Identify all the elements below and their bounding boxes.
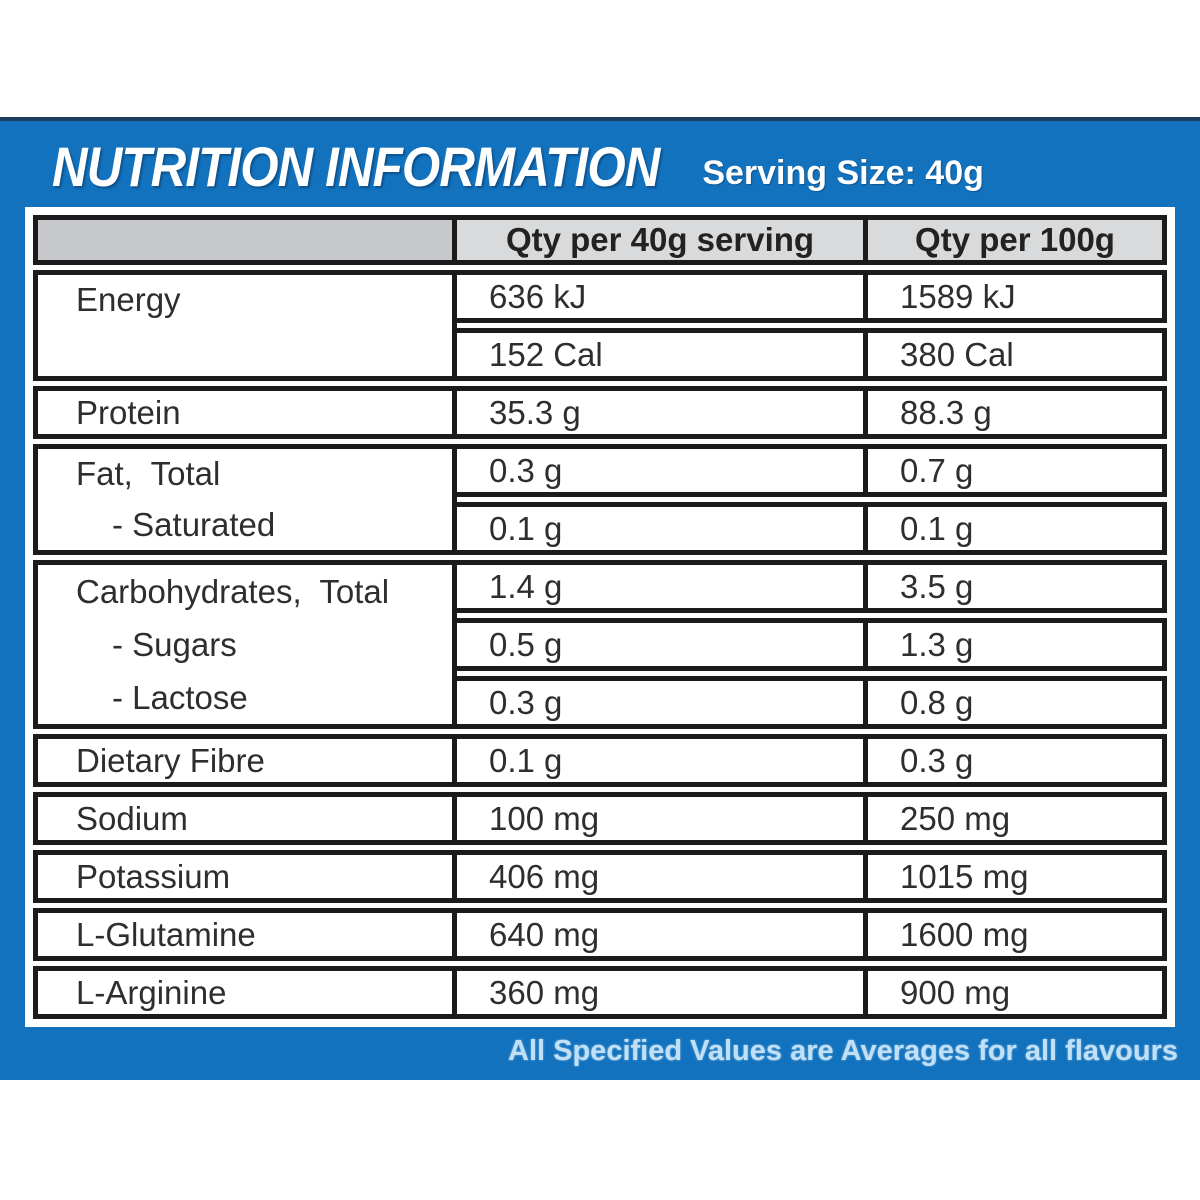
value-100g-cell: 88.3 g	[868, 386, 1167, 439]
value-100g-cell: 0.8 g	[868, 676, 1167, 729]
row-label: Potassium	[76, 857, 231, 895]
value-40g-cell: 636 kJ	[457, 270, 868, 323]
value-40g-cell: 0.1 g	[457, 734, 868, 787]
header-empty-cell	[33, 215, 457, 265]
column-header: Qty per 40g serving	[457, 215, 868, 265]
row-label: L-Glutamine	[76, 915, 256, 953]
row-label: - Sugars	[112, 625, 237, 663]
column-header: Qty per 100g	[868, 215, 1167, 265]
value-100g-cell: 380 Cal	[868, 328, 1167, 381]
serving-size-label: Serving Size: 40g	[702, 154, 984, 192]
value-100g-cell: 0.3 g	[868, 734, 1167, 787]
value-40g-cell: 100 mg	[457, 792, 868, 845]
value-40g-cell: 640 mg	[457, 908, 868, 961]
row-label-cell: Sodium	[33, 792, 457, 845]
value-40g-cell: 406 mg	[457, 850, 868, 903]
row-label-cell: L-Glutamine	[33, 908, 457, 961]
nutrition-table-wrapper: Qty per 40g serving Qty per 100g Energy 636…	[25, 207, 1175, 1027]
footnote-text: All Specified Values are Averages for al…	[508, 1035, 1178, 1067]
row-label: - Lactose	[112, 678, 248, 716]
row-label: Dietary Fibre	[76, 741, 265, 779]
value-40g-cell: 0.1 g	[457, 502, 868, 555]
row-label	[38, 326, 452, 377]
row-label: Carbohydrates, Total	[76, 572, 390, 610]
value-40g-cell: 0.5 g	[457, 618, 868, 671]
panel-titlebar: NUTRITION INFORMATION Serving Size: 40g	[0, 121, 1200, 205]
row-label-cell: Dietary Fibre	[33, 734, 457, 787]
value-40g-cell: 0.3 g	[457, 676, 868, 729]
row-label-cell: Fat, Total - Saturated	[33, 444, 457, 555]
row-label: Fat, Total	[76, 455, 221, 493]
value-100g-cell: 250 mg	[868, 792, 1167, 845]
nutrition-panel: NUTRITION INFORMATION Serving Size: 40g …	[0, 117, 1200, 1080]
value-100g-cell: 0.1 g	[868, 502, 1167, 555]
row-label-cell: Energy	[33, 270, 457, 381]
value-40g-cell: 152 Cal	[457, 328, 868, 381]
row-label-cell: L-Arginine	[33, 966, 457, 1019]
nutrition-table: Qty per 40g serving Qty per 100g Energy 636…	[33, 215, 1167, 1019]
row-label: Sodium	[76, 799, 188, 837]
panel-title: NUTRITION INFORMATION	[52, 135, 660, 198]
row-label-cell: Potassium	[33, 850, 457, 903]
value-40g-cell: 360 mg	[457, 966, 868, 1019]
value-100g-cell: 1015 mg	[868, 850, 1167, 903]
value-100g-cell: 900 mg	[868, 966, 1167, 1019]
row-label-cell: Protein	[33, 386, 457, 439]
value-100g-cell: 1.3 g	[868, 618, 1167, 671]
value-40g-cell: 0.3 g	[457, 444, 868, 497]
value-100g-cell: 1600 mg	[868, 908, 1167, 961]
value-100g-cell: 3.5 g	[868, 560, 1167, 613]
value-100g-cell: 1589 kJ	[868, 270, 1167, 323]
row-label: L-Arginine	[76, 973, 227, 1011]
value-40g-cell: 35.3 g	[457, 386, 868, 439]
row-label: Protein	[76, 393, 181, 431]
row-label-cell: Carbohydrates, Total - Sugars - Lactose	[33, 560, 457, 729]
value-100g-cell: 0.7 g	[868, 444, 1167, 497]
row-label: Energy	[76, 281, 181, 319]
value-40g-cell: 1.4 g	[457, 560, 868, 613]
row-label: - Saturated	[112, 505, 276, 543]
